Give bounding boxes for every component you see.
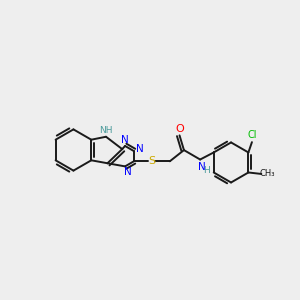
- Text: N: N: [124, 167, 132, 177]
- Text: N: N: [198, 162, 206, 172]
- Text: NH: NH: [99, 126, 112, 135]
- Text: S: S: [148, 156, 155, 166]
- Text: N: N: [121, 135, 129, 145]
- Text: N: N: [136, 144, 144, 154]
- Text: Cl: Cl: [247, 130, 257, 140]
- Text: H: H: [203, 166, 210, 175]
- Text: O: O: [175, 124, 184, 134]
- Text: CH₃: CH₃: [260, 169, 275, 178]
